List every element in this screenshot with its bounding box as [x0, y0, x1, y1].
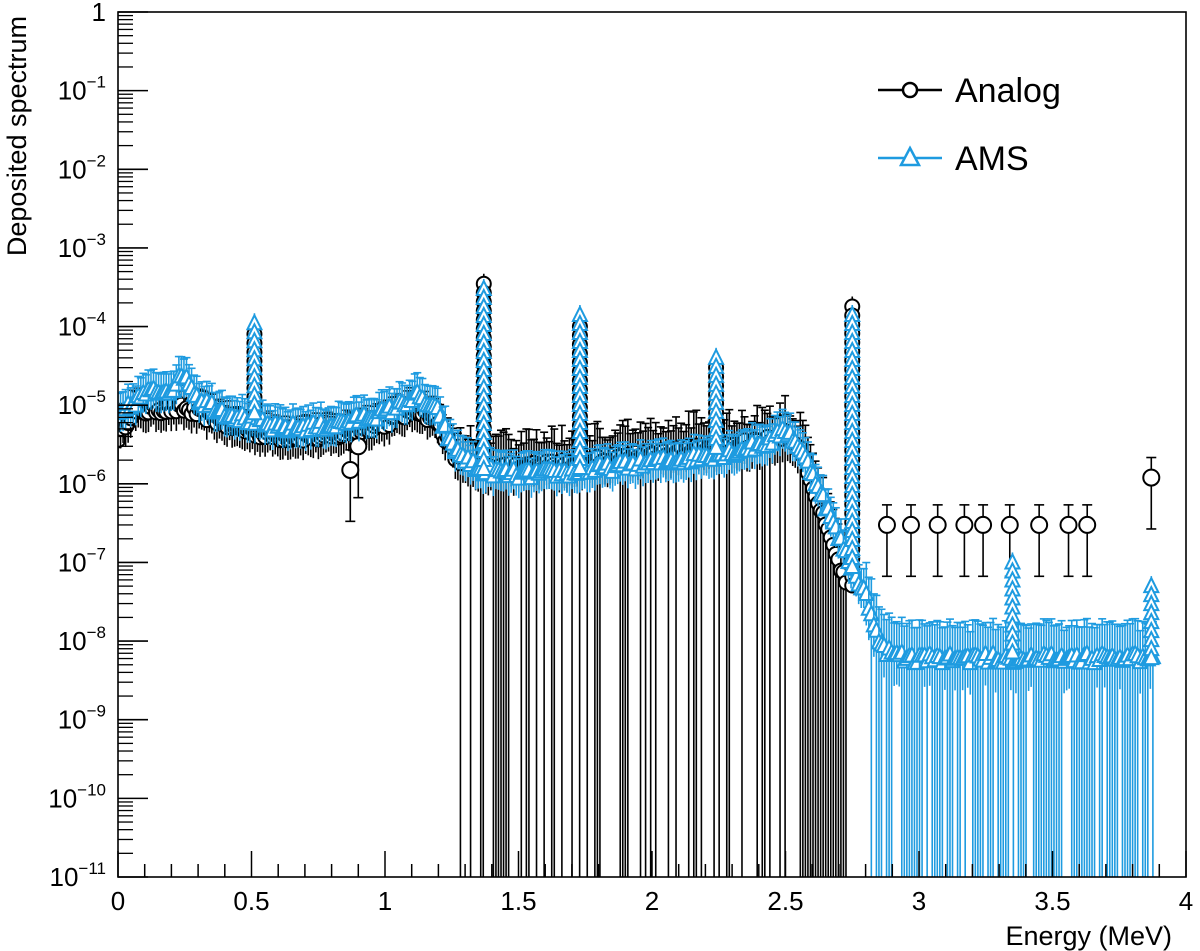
plot-marks: [118, 273, 1162, 877]
y-tick-label: 10−11: [50, 859, 107, 892]
y-tick-label: 10−2: [58, 151, 106, 184]
y-tick-label: 10−8: [58, 623, 106, 656]
y-tick-label-exponent: −1: [87, 73, 106, 92]
legend: Analog AMS: [878, 72, 1061, 178]
y-tick-label-base: 10: [50, 862, 79, 892]
series-ams: [118, 278, 1162, 877]
y-tick-label: 10−6: [58, 466, 106, 499]
legend-triangle-marker: [898, 145, 922, 167]
y-tick-label-base: 10: [58, 233, 87, 263]
series-analog: [118, 273, 1161, 877]
analog-isolated-point: [1030, 515, 1049, 534]
legend-entry-ams: AMS: [878, 140, 1029, 178]
ams-peak-point: [571, 457, 589, 476]
ams-peak-point: [245, 403, 264, 421]
analog-isolated-point: [974, 515, 993, 534]
analog-isolated-point: [1142, 468, 1161, 487]
x-axis: 0 0.5 1 1.5 2 2.5 3 3.5 4: [111, 851, 1193, 916]
ams-peak-point: [1142, 647, 1160, 666]
y-tick-label: 10−4: [58, 309, 106, 342]
x-tick-label: 3.5: [1034, 886, 1070, 916]
y-tick-label: 10−3: [58, 230, 106, 263]
y-tick-label-exponent: −6: [87, 466, 106, 485]
ams-point: [436, 415, 454, 433]
analog-isolated-point: [1000, 515, 1019, 534]
y-tick-label-exponent: −2: [87, 151, 106, 170]
x-axis-title: Energy (MeV): [1005, 921, 1172, 951]
y-tick-label-exponent: −10: [77, 780, 106, 799]
y-tick-label: 1: [92, 0, 106, 27]
y-tick-label: 10−7: [58, 544, 106, 577]
legend-label-ams: AMS: [955, 140, 1029, 178]
y-axis: 110−110−210−310−410−510−610−710−810−910−…: [48, 0, 148, 892]
y-tick-label: 10−9: [58, 702, 106, 735]
y-tick-label-exponent: −4: [87, 309, 106, 328]
x-tick-label: 4: [1179, 886, 1193, 916]
x-tick-label: 2.5: [767, 886, 803, 916]
ams-peak-point: [475, 458, 493, 477]
x-tick-label: 0.5: [233, 886, 269, 916]
y-tick-label-base: 1: [92, 0, 106, 27]
ams-peak-point: [1003, 642, 1022, 660]
x-tick-label: 1.5: [500, 886, 536, 916]
y-tick-label-exponent: −3: [87, 230, 106, 249]
analog-isolated-point: [955, 515, 974, 534]
ams-peak-point: [843, 556, 861, 575]
ams-point: [799, 451, 817, 469]
analog-isolated-point: [901, 515, 920, 534]
ams-peak-point: [707, 437, 725, 455]
analog-isolated-point: [1059, 515, 1078, 534]
y-tick-label-base: 10: [58, 390, 87, 420]
y-tick-label-base: 10: [58, 154, 87, 184]
y-tick-label-exponent: −7: [87, 544, 106, 563]
x-tick-label: 2: [645, 886, 659, 916]
y-tick-label-exponent: −5: [87, 387, 106, 406]
ams-point: [867, 620, 886, 638]
analog-isolated-point: [1078, 515, 1097, 534]
ams-point: [827, 517, 845, 535]
x-tick-label: 3: [912, 886, 926, 916]
y-tick-label-base: 10: [58, 469, 87, 499]
y-tick-label-base: 10: [58, 705, 87, 735]
ams-point: [857, 583, 875, 602]
y-tick-label-base: 10: [48, 783, 77, 813]
legend-label-analog: Analog: [955, 72, 1061, 110]
y-tick-label-base: 10: [58, 76, 87, 106]
legend-circle-marker: [901, 81, 919, 99]
ams-point: [814, 484, 832, 503]
y-tick-label: 10−10: [48, 780, 106, 813]
legend-entry-analog: Analog: [878, 72, 1061, 110]
analog-isolated-point: [928, 515, 947, 534]
y-tick-label-exponent: −9: [87, 702, 106, 721]
y-tick-label-exponent: −11: [78, 859, 106, 878]
analog-isolated-point: [341, 460, 360, 479]
y-tick-label-exponent: −8: [87, 623, 106, 642]
y-tick-label-base: 10: [58, 312, 87, 342]
y-tick-label-base: 10: [58, 547, 87, 577]
y-tick-label: 10−5: [58, 387, 106, 420]
y-tick-label: 10−1: [58, 73, 106, 106]
analog-isolated-point: [877, 515, 896, 534]
y-tick-label-base: 10: [58, 626, 87, 656]
y-axis-title: Deposited spectrum: [2, 16, 32, 256]
x-tick-label: 1: [378, 886, 392, 916]
x-tick-label: 0: [111, 886, 125, 916]
